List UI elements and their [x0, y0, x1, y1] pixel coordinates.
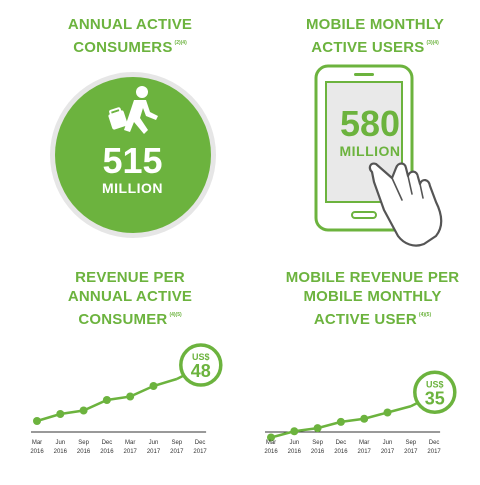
- heading-line: ANNUAL ACTIVE: [67, 16, 193, 33]
- data-point: [102, 396, 111, 404]
- x-tick-month: Dec: [336, 440, 347, 446]
- data-point: [336, 417, 345, 426]
- mobile-users-unit: MILLION: [339, 143, 401, 159]
- value-badge: [179, 343, 223, 387]
- badge-currency: US$: [192, 352, 210, 362]
- mobile-monthly-active-users-heading: MOBILE MONTHLY ACTIVE USERS (3)(4): [280, 15, 470, 57]
- shopper-icon: [108, 86, 158, 134]
- mobile-users-value: 580: [339, 103, 401, 144]
- x-tick-year: 2017: [170, 449, 184, 455]
- x-tick-month: Jun: [383, 440, 393, 446]
- x-tick-year: 2017: [147, 449, 161, 455]
- x-tick-month: Jun: [289, 440, 299, 446]
- x-tick-month: Sep: [405, 440, 416, 446]
- data-point: [33, 417, 41, 425]
- heading-line: MOBILE REVENUE PER: [285, 269, 460, 286]
- pointing-hand-icon: [368, 162, 443, 247]
- heading-line: REVENUE PER: [75, 269, 185, 286]
- mobile-revenue-per-user-chart: US$35 Mar 2016 Jun 2016 Sep 2016 Dec 2016 Mar 2017…: [264, 370, 457, 455]
- data-point: [383, 408, 392, 417]
- x-tick-month: Jun: [149, 440, 159, 446]
- x-tick-month: Mar: [32, 440, 42, 446]
- x-tick-year: 2017: [193, 449, 207, 455]
- heading-line: CONSUMERS: [73, 39, 173, 56]
- consumers-unit: MILLION: [101, 180, 164, 196]
- footnote: (2)(4): [174, 40, 187, 46]
- data-point: [149, 382, 158, 390]
- annual-active-consumers-heading: ANNUAL ACTIVE CONSUMERS (2)(4): [40, 15, 220, 57]
- footnote: (4)(5): [169, 312, 182, 318]
- consumers-value: 515: [102, 140, 163, 181]
- mobile-revenue-per-user-heading: MOBILE REVENUE PER MOBILE MONTHLY ACTIVE…: [270, 268, 475, 329]
- x-tick-year: 2017: [427, 449, 441, 455]
- data-point: [126, 392, 135, 401]
- data-point: [79, 406, 88, 415]
- x-tick-year: 2016: [77, 449, 91, 455]
- value-badge: [413, 370, 457, 414]
- x-tick-month: Mar: [266, 440, 276, 446]
- x-tick-year: 2016: [334, 449, 348, 455]
- heading-line: ANNUAL ACTIVE: [67, 288, 193, 305]
- x-tick-year: 2017: [358, 449, 372, 455]
- revenue-per-consumer-chart: US$48 Mar 2016 Jun 2016 Sep 2016 Dec 2016 Mar 2017…: [30, 343, 223, 455]
- heading-line: ACTIVE USERS: [311, 39, 425, 56]
- x-tick-year: 2016: [100, 449, 114, 455]
- data-point: [56, 410, 65, 418]
- x-tick-month: Jun: [55, 440, 65, 446]
- x-tick-year: 2016: [264, 449, 278, 455]
- heading-line: CONSUMER: [78, 311, 168, 328]
- footnote: (4)(5): [418, 312, 432, 318]
- x-tick-year: 2017: [124, 449, 138, 455]
- x-tick-month: Sep: [78, 440, 89, 446]
- data-point: [360, 414, 369, 423]
- x-tick-month: Dec: [102, 440, 113, 446]
- x-tick-year: 2017: [404, 449, 418, 455]
- x-tick-month: Sep: [171, 440, 182, 446]
- data-point: [267, 433, 275, 442]
- x-tick-year: 2016: [288, 449, 302, 455]
- x-tick-year: 2016: [30, 449, 44, 455]
- heading-line: MOBILE MONTHLY: [305, 16, 445, 33]
- x-tick-month: Dec: [195, 440, 206, 446]
- consumers-circle: [55, 77, 211, 233]
- x-tick-month: Sep: [312, 440, 323, 446]
- revenue-per-consumer-heading: REVENUE PER ANNUAL ACTIVE CONSUMER (4)(5): [35, 268, 225, 329]
- x-tick-month: Mar: [359, 440, 369, 446]
- footnote: (3)(4): [426, 40, 439, 46]
- badge-value: 35: [425, 388, 445, 408]
- x-tick-year: 2016: [54, 449, 68, 455]
- x-tick-year: 2016: [311, 449, 325, 455]
- heading-line: ACTIVE USER: [313, 311, 417, 328]
- x-tick-month: Dec: [429, 440, 440, 446]
- data-point: [313, 424, 322, 433]
- x-tick-month: Mar: [125, 440, 135, 446]
- data-point: [290, 427, 299, 436]
- heading-line: MOBILE MONTHLY: [303, 288, 442, 305]
- x-tick-year: 2017: [381, 449, 395, 455]
- badge-value: 48: [191, 361, 211, 381]
- badge-currency: US$: [426, 379, 444, 389]
